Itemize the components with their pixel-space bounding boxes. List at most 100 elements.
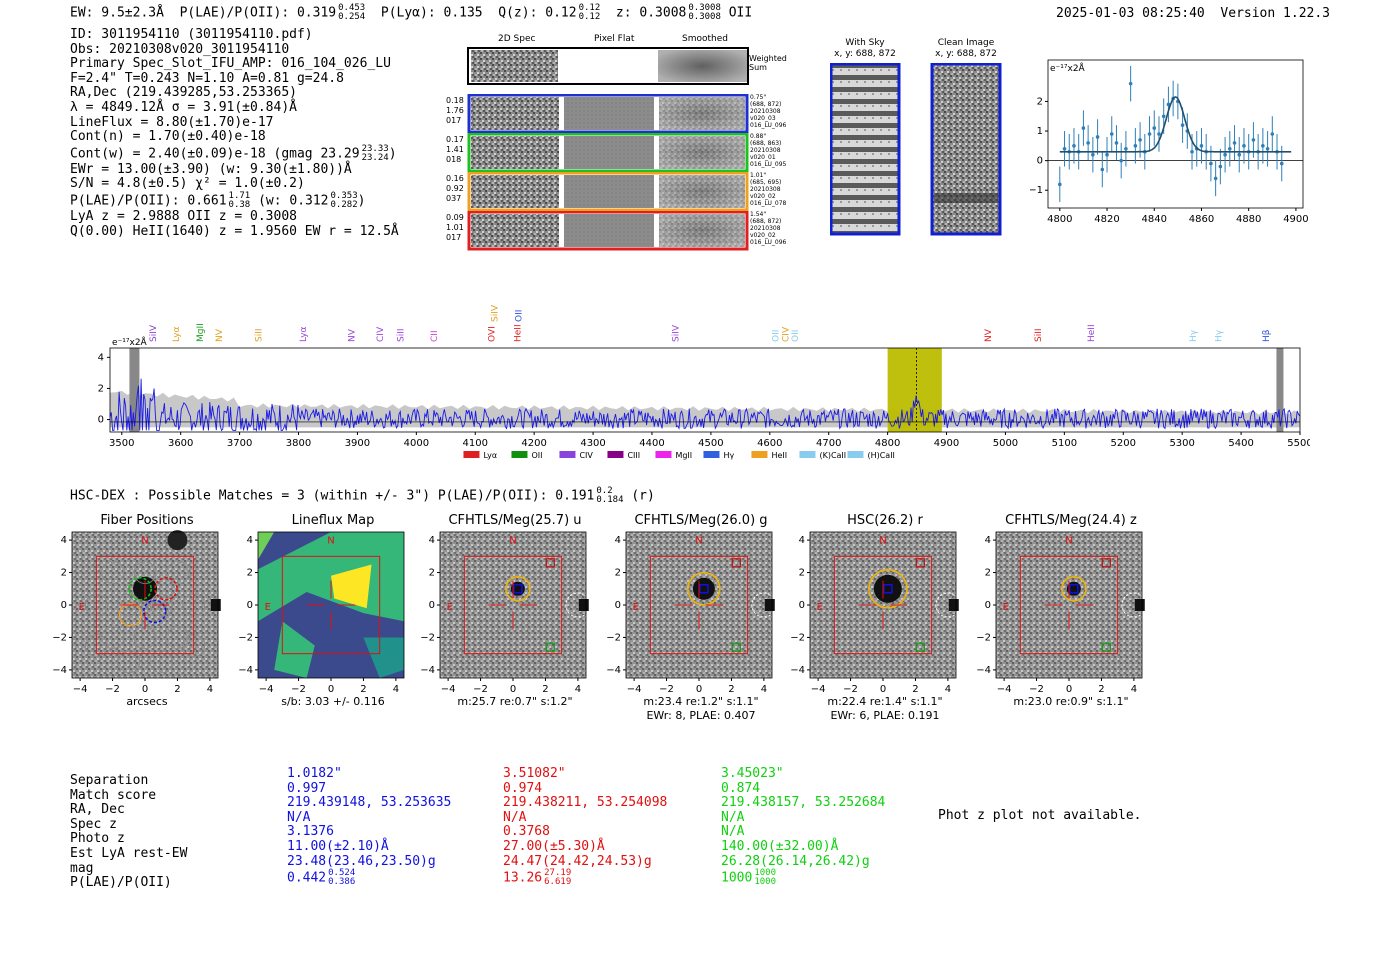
match-plae-hi: 27.19 bbox=[544, 868, 572, 879]
svg-text:CIV: CIV bbox=[782, 326, 792, 342]
cutout-stat: 0.18 bbox=[446, 96, 464, 105]
spectrum-xtick: 5400 bbox=[1228, 438, 1253, 449]
zoom-point bbox=[1232, 141, 1237, 145]
spectrum-xtick: 4100 bbox=[463, 438, 488, 449]
svg-text:CIV: CIV bbox=[376, 326, 386, 342]
legend-swatch bbox=[655, 451, 672, 458]
match-value-text: N/A bbox=[721, 824, 745, 840]
zoom-point bbox=[1138, 138, 1142, 142]
image-ytick: −4 bbox=[606, 665, 621, 676]
match-value: 13.26 27.19 6.619 bbox=[503, 869, 667, 887]
match-value-text: N/A bbox=[721, 809, 745, 825]
match-value-text: 219.439148, 53.253635 bbox=[287, 795, 452, 811]
zoom-point bbox=[1058, 182, 1062, 187]
match-table-labels: Separation Match score RA, Dec Spec z Ph… bbox=[70, 773, 187, 891]
cutout-meta-line: 1.01" bbox=[750, 172, 767, 179]
image-panel-caption: m:22.4 re:1.4" s:1.1" bbox=[827, 695, 943, 708]
legend-swatch bbox=[703, 451, 720, 458]
info-lya-z: LyA z = 2.9888 OII z = 0.3008 bbox=[70, 208, 297, 224]
timestamp: 2025-01-03 08:25:40 bbox=[1056, 6, 1205, 21]
zoom-point bbox=[1133, 144, 1138, 148]
match-column: 3.45023" 0.874 219.438157, 53.252684 N/A N/A… bbox=[721, 766, 885, 887]
svg-text:OII: OII bbox=[772, 330, 782, 342]
image-panel-caption-2: EWr: 6, PLAE: 0.191 bbox=[830, 709, 940, 722]
image-xtick: 0 bbox=[510, 684, 516, 695]
zoom-ytick: −1 bbox=[1030, 185, 1043, 196]
spectrum-xtick: 4500 bbox=[698, 438, 723, 449]
with-sky-title: With Sky x, y: 688, 872 bbox=[830, 38, 900, 60]
qz-lo: 0.12 bbox=[578, 12, 601, 22]
image-xtick: 2 bbox=[912, 684, 918, 695]
match-value-text: 0.997 bbox=[287, 780, 327, 796]
line-label: NV bbox=[215, 328, 225, 342]
zoom-point bbox=[1072, 144, 1076, 148]
match-value-text: 140.00(±32.00)Å bbox=[721, 838, 839, 854]
match-value: N/A bbox=[503, 810, 667, 826]
east-label: E bbox=[265, 602, 271, 613]
zoom-xtick: 4800 bbox=[1047, 214, 1072, 225]
image-panel-caption: arcsecs bbox=[126, 695, 168, 708]
spectrum-flux-line bbox=[109, 378, 1301, 432]
image-ytick: 0 bbox=[615, 600, 621, 611]
info-radec: RA,Dec (219.439285,53.253365) bbox=[70, 85, 297, 101]
cutout-stat: 1.41 bbox=[446, 145, 464, 154]
cutout-header-smoothed: Smoothed bbox=[682, 34, 728, 44]
match-value-text: 0.974 bbox=[503, 780, 543, 796]
info-plae: P(LAE)/P(OII): 0.661 1.71 0.38 (w: 0.312 0.… bbox=[70, 190, 366, 210]
cutout-stat: 1.76 bbox=[446, 106, 464, 115]
image-xtick: 2 bbox=[728, 684, 734, 695]
info-id: ID: 3011954110 (3011954110.pdf) bbox=[70, 27, 313, 42]
zoom-point bbox=[1105, 152, 1109, 157]
zoom-point bbox=[1180, 123, 1185, 127]
match-value-text: 26.28(26.14,26.42)g bbox=[721, 853, 870, 869]
info-plae-lo: 0.38 bbox=[228, 199, 251, 210]
clean-image-title-text: Clean Image bbox=[937, 38, 995, 48]
info-primary: Primary Spec_Slot_IFU_AMP: 016_104_026_L… bbox=[70, 56, 391, 72]
cutout-row-stats: 0.18 1.76 017 bbox=[446, 96, 464, 126]
image-xtick: −2 bbox=[1029, 684, 1044, 695]
cutout-meta-line: 016_LU_096 bbox=[750, 122, 787, 129]
svg-text:Lyα: Lyα bbox=[299, 326, 309, 342]
image-ytick: 4 bbox=[615, 535, 621, 546]
match-value: 1.0182" bbox=[287, 766, 451, 782]
weighted-sum-label: Weighted Sum bbox=[749, 54, 787, 72]
zoom-ytick: 1 bbox=[1037, 126, 1043, 137]
label-radec: RA, Dec bbox=[70, 802, 125, 818]
zoom-point bbox=[1100, 167, 1105, 172]
legend-label: MgII bbox=[675, 451, 692, 460]
summary-header: EW: 9.5±2.3Å P(LAE)/P(OII): 0.319 0.453 0.… bbox=[70, 4, 752, 22]
zoom-point bbox=[1209, 161, 1213, 166]
line-label: Lyα bbox=[299, 326, 309, 342]
east-label: E bbox=[79, 602, 85, 613]
match-plae-lo: 6.619 bbox=[544, 877, 572, 888]
spectrum-xtick: 5500 bbox=[1287, 438, 1310, 449]
match-value: 219.438211, 53.254098 bbox=[503, 795, 667, 811]
legend-swatch bbox=[847, 451, 864, 458]
zoom-spectrum-plot: e⁻¹⁷x2Å 4800 4820 4840 4860 4880 4900 2 1 0 −1 bbox=[1030, 59, 1309, 225]
hsc-lo: 0.184 bbox=[596, 495, 624, 505]
north-label: N bbox=[509, 535, 516, 546]
cutout-row-images bbox=[467, 211, 749, 251]
cutout-meta-line: (688, 863) bbox=[750, 140, 782, 147]
north-label: N bbox=[327, 535, 334, 546]
label-mag: mag bbox=[70, 860, 94, 876]
cutout-stat: 1.01 bbox=[446, 223, 464, 232]
zoom-point bbox=[1213, 176, 1218, 181]
match-value: 219.438157, 53.252684 bbox=[721, 795, 885, 811]
image-ytick: 4 bbox=[247, 535, 253, 546]
legend-swatch bbox=[559, 451, 576, 458]
match-value: 219.439148, 53.253635 bbox=[287, 795, 452, 811]
image-ytick: −2 bbox=[606, 632, 621, 643]
cutout-stat: 017 bbox=[446, 233, 462, 242]
image-ytick: −4 bbox=[420, 665, 435, 676]
label-match-score: Match score bbox=[70, 787, 157, 803]
cutout-meta-line: (688, 872) bbox=[750, 101, 782, 108]
zoom-point bbox=[1190, 149, 1194, 154]
info-lineflux: LineFlux = 8.80(±1.70)e-17 bbox=[70, 114, 274, 130]
line-label: Lyα bbox=[172, 326, 182, 342]
zoom-point bbox=[1091, 152, 1095, 157]
match-value-text: 13.26 bbox=[503, 870, 543, 886]
image-xtick: −4 bbox=[259, 684, 274, 695]
match-value-text: 3.1376 bbox=[287, 824, 334, 840]
svg-text:NV: NV bbox=[348, 328, 358, 342]
